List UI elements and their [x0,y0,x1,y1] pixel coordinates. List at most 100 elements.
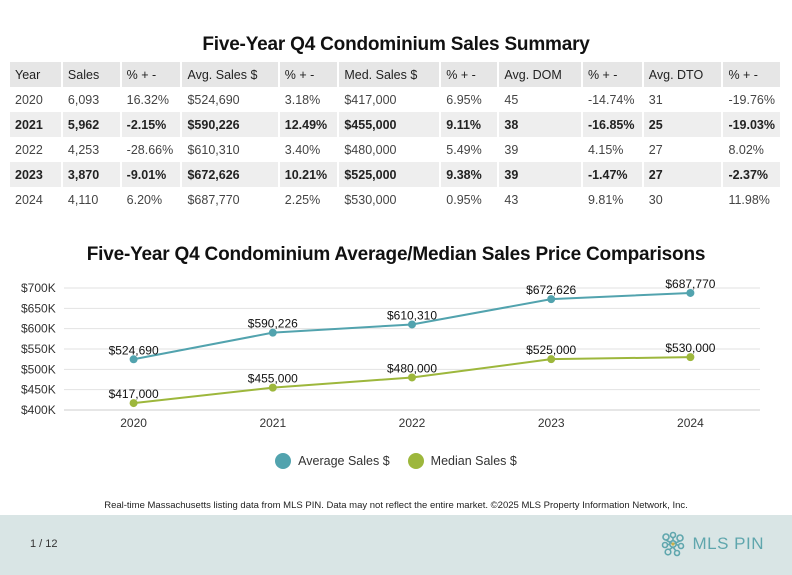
data-point [129,399,138,408]
data-label: $480,000 [387,361,437,375]
legend-marker-median [407,453,424,469]
table-cell: -16.85% [581,112,644,137]
header-avg-dom-pct: % + - [581,62,644,87]
table-cell: 25 [642,112,724,137]
data-label: $590,226 [248,317,298,331]
header-med-sales: Med. Sales $ [338,62,442,87]
table-cell: 4,110 [61,187,122,212]
data-label: $610,310 [387,308,437,322]
data-point [408,373,416,382]
data-point [547,355,556,364]
table-cell: -2.37% [722,162,782,187]
x-tick-label: 2024 [677,416,704,430]
header-avg-sales-pct: % + - [278,62,340,87]
data-label: $524,690 [109,343,159,357]
mls-pin-logo-icon [662,531,685,557]
table-cell: 43 [498,187,583,212]
data-point [268,328,277,337]
x-tick-label: 2023 [538,416,565,430]
table-cell: 6.20% [120,187,183,212]
x-tick-label: 2021 [259,416,286,430]
legend-marker-average [275,453,292,469]
header-year: Year [10,62,63,87]
table-cell: $417,000 [338,87,442,112]
table-cell: 27 [642,137,724,162]
table-row: 2022 4,253 -28.66% $610,310 3.40% $480,000 5.4… [10,137,782,162]
x-tick-label: 2020 [120,416,147,430]
data-point [686,288,695,297]
header-avg-dto: Avg. DTO [642,62,724,87]
table-cell: $524,690 [181,87,280,112]
table-cell: $525,000 [338,162,442,187]
data-point [686,353,695,362]
table-cell: 4,253 [61,137,122,162]
table-cell: 31 [642,87,724,112]
table-cell: 11.98% [722,187,782,212]
table-cell: 16.32% [120,87,183,112]
table-row: 2023 3,870 -9.01% $672,626 10.21% $525,000 9.3… [10,162,782,187]
header-sales: Sales [61,62,122,87]
table-cell: 2024 [10,187,63,212]
table-cell: 2.25% [278,187,340,212]
y-tick-label: $550K [21,342,56,356]
table-cell: 9.11% [440,112,500,137]
mls-pin-logo: MLS PIN [659,530,764,558]
data-point [547,295,556,304]
y-tick-label: $450K [21,383,56,397]
table-cell: 27 [642,162,724,187]
table-cell: 8.02% [722,137,782,162]
footer-bar: 1 / 12 MLS PIN [0,515,792,575]
table-cell: 2020 [10,87,63,112]
x-tick-label: 2022 [399,416,426,430]
legend-label-median: Median Sales $ [430,454,517,468]
data-label: $525,000 [526,343,576,357]
table-cell: 6,093 [61,87,122,112]
table-row: 2024 4,110 6.20% $687,770 2.25% $530,000 0.95%… [10,187,782,212]
legend-item-median: Median Sales $ [407,453,517,469]
page-number: 1 / 12 [30,538,58,550]
table-cell: $672,626 [181,162,280,187]
table-cell: 39 [498,162,583,187]
data-point [408,320,416,329]
header-avg-dto-pct: % + - [722,62,782,87]
table-cell: 39 [498,137,583,162]
table-cell: 2022 [10,137,63,162]
y-tick-label: $600K [21,322,56,336]
table-cell: 3,870 [61,162,122,187]
table-cell: 10.21% [278,162,340,187]
table-cell: 9.38% [440,162,500,187]
sales-summary-table: Year Sales % + - Avg. Sales $ % + - Med.… [10,62,782,212]
legend-item-average: Average Sales $ [275,453,390,469]
chart-title: Five-Year Q4 Condominium Average/Median … [86,244,706,265]
table-cell: 2021 [10,112,63,137]
header-sales-pct: % + - [120,62,183,87]
table-cell: -9.01% [120,162,183,187]
table-cell: -2.15% [120,112,183,137]
header-avg-sales: Avg. Sales $ [181,62,280,87]
table-cell: -28.66% [120,137,183,162]
table-cell: $590,226 [181,112,280,137]
table-cell: -14.74% [581,87,644,112]
table-cell: 38 [498,112,583,137]
chart-legend: Average Sales $ Median Sales $ [0,453,792,469]
y-tick-label: $400K [21,403,56,417]
table-cell: $610,310 [181,137,280,162]
table-cell: -19.76% [722,87,782,112]
price-comparison-chart: $700K $650K $600K $550K $500K $450K $400K 2020 2… [21,277,760,430]
table-cell: 3.40% [278,137,340,162]
table-cell: $687,770 [181,187,280,212]
table-cell: 12.49% [278,112,340,137]
table-cell: $530,000 [338,187,442,212]
table-row: 2020 6,093 16.32% $524,690 3.18% $417,000 6.95… [10,87,782,112]
logo-text: MLS PIN [692,534,764,553]
table-cell: $455,000 [338,112,442,137]
y-tick-label: $650K [21,301,56,315]
table-cell: -1.47% [581,162,644,187]
table-cell: $480,000 [338,137,442,162]
table-cell: 5,962 [61,112,122,137]
table-cell: 5.49% [440,137,500,162]
data-point [129,355,138,364]
table-cell: 45 [498,87,583,112]
y-tick-label: $500K [21,362,56,376]
data-label: $687,770 [665,277,715,291]
